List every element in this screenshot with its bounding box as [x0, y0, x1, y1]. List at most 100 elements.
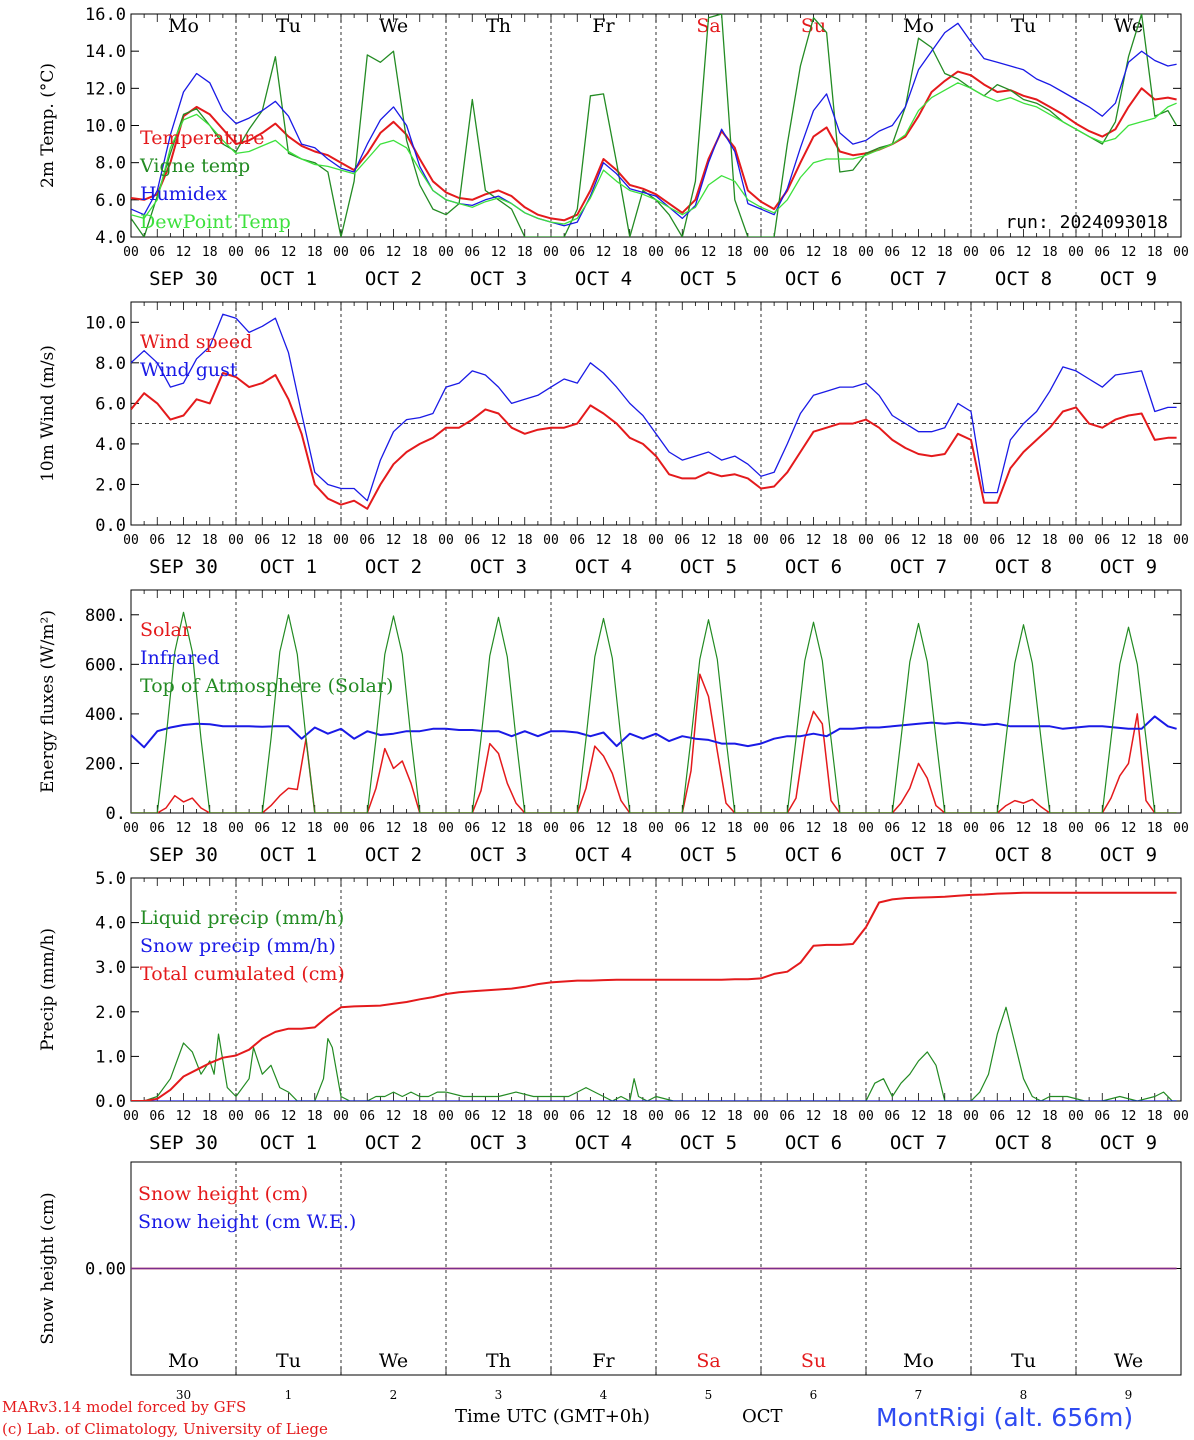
day-name-top: Tu: [276, 15, 301, 37]
hour-label: 06: [674, 533, 690, 548]
hour-label: 12: [176, 245, 192, 260]
hour-label: 00: [648, 821, 664, 836]
hour-label: 12: [1121, 1109, 1137, 1124]
legend-entry: Solar: [140, 619, 192, 641]
series-line-top-of-atmosphere-solar: [131, 611, 1177, 813]
hour-label: 12: [806, 821, 822, 836]
month-label: OCT: [742, 1406, 783, 1427]
date-label: OCT 3: [470, 1132, 527, 1154]
hour-label: 18: [517, 533, 533, 548]
hour-label: 18: [517, 1109, 533, 1124]
hour-label: 12: [1121, 245, 1137, 260]
day-number-bottom: 2: [390, 1388, 398, 1402]
hour-label: 00: [123, 821, 139, 836]
date-label: OCT 9: [1100, 1132, 1157, 1154]
ytick-label: 6.0: [95, 394, 126, 414]
hour-label: 06: [359, 245, 375, 260]
date-label: OCT 5: [680, 556, 737, 578]
hour-label: 00: [123, 245, 139, 260]
panel-2-frame: [130, 589, 1182, 814]
day-name-bottom: Sa: [696, 1350, 720, 1372]
hour-label: 12: [176, 1109, 192, 1124]
hour-label: 18: [832, 1109, 848, 1124]
ytick-label: 0.0: [95, 516, 126, 536]
ytick-label: 0.0: [95, 1092, 126, 1112]
hour-label: 06: [989, 245, 1005, 260]
series-line-infrared: [131, 715, 1177, 749]
hour-label: 18: [727, 1109, 743, 1124]
day-name-top: We: [1114, 15, 1143, 37]
hour-label: 12: [701, 533, 717, 548]
date-label: OCT 9: [1100, 844, 1157, 866]
hour-label: 18: [202, 821, 218, 836]
hour-label: 00: [543, 821, 559, 836]
day-name-top: Th: [486, 15, 511, 37]
y-axis-label: 2m Temp. (°C): [38, 63, 58, 188]
ytick-label: 1.0: [95, 1047, 126, 1067]
series-line-vigne-temp: [131, 14, 1178, 237]
hour-label: 06: [989, 821, 1005, 836]
date-label: OCT 3: [470, 268, 527, 290]
hour-label: 18: [937, 533, 953, 548]
hour-label: 06: [254, 1109, 270, 1124]
series-line-humidex: [131, 22, 1177, 227]
hour-label: 06: [779, 533, 795, 548]
date-label: OCT 6: [785, 556, 842, 578]
date-label: OCT 9: [1100, 268, 1157, 290]
hour-label: 12: [281, 533, 297, 548]
hour-label: 00: [648, 533, 664, 548]
ytick-label: 800.: [85, 606, 126, 626]
model-credit: MARv3.14 model forced by GFS: [2, 1398, 247, 1416]
series-line-liquid-precip-mm-h: [131, 1006, 1177, 1101]
hour-label: 00: [228, 1109, 244, 1124]
ytick-label: 10.0: [85, 313, 126, 333]
hour-label: 06: [359, 1109, 375, 1124]
hour-label: 18: [1042, 821, 1058, 836]
hour-label: 12: [1016, 1109, 1032, 1124]
hour-label: 06: [149, 1109, 165, 1124]
hour-label: 06: [464, 533, 480, 548]
date-label: SEP 30: [149, 556, 218, 578]
hour-label: 18: [307, 245, 323, 260]
hour-label: 06: [464, 245, 480, 260]
date-label: OCT 1: [260, 556, 317, 578]
day-name-bottom: Su: [801, 1350, 826, 1372]
legend-entry: Snow precip (mm/h): [140, 935, 336, 957]
hour-label: 00: [648, 245, 664, 260]
hour-label: 00: [543, 245, 559, 260]
hour-label: 00: [858, 821, 874, 836]
hour-label: 00: [333, 533, 349, 548]
date-label: OCT 2: [365, 844, 422, 866]
series-line-total-cumulated-cm: [131, 891, 1177, 1101]
hour-label: 00: [543, 533, 559, 548]
date-label: SEP 30: [149, 1132, 218, 1154]
hour-label: 18: [727, 533, 743, 548]
legend-entry: Liquid precip (mm/h): [140, 907, 344, 929]
ytick-label: 4.0: [95, 914, 126, 934]
ytick-label: 600.: [85, 655, 126, 675]
date-label: OCT 1: [260, 268, 317, 290]
date-label: OCT 3: [470, 556, 527, 578]
hour-label: 06: [569, 533, 585, 548]
legend-entry: Infrared: [140, 647, 220, 669]
hour-label: 12: [386, 245, 402, 260]
hour-label: 18: [412, 533, 428, 548]
hour-label: 12: [1016, 533, 1032, 548]
hour-label: 12: [1016, 245, 1032, 260]
date-label: SEP 30: [149, 844, 218, 866]
hour-label: 06: [254, 821, 270, 836]
ytick-label: 16.0: [85, 5, 126, 25]
hour-label: 12: [281, 1109, 297, 1124]
hour-label: 06: [254, 533, 270, 548]
hour-label: 12: [386, 1109, 402, 1124]
ytick-label: 8.0: [95, 154, 126, 174]
hour-label: 12: [911, 245, 927, 260]
hour-label: 06: [1094, 245, 1110, 260]
day-name-bottom: Tu: [1011, 1350, 1036, 1372]
hour-label: 06: [149, 533, 165, 548]
hour-label: 06: [884, 1109, 900, 1124]
day-number-bottom: 9: [1125, 1388, 1133, 1402]
hour-label: 12: [386, 821, 402, 836]
hour-label: 00: [228, 533, 244, 548]
